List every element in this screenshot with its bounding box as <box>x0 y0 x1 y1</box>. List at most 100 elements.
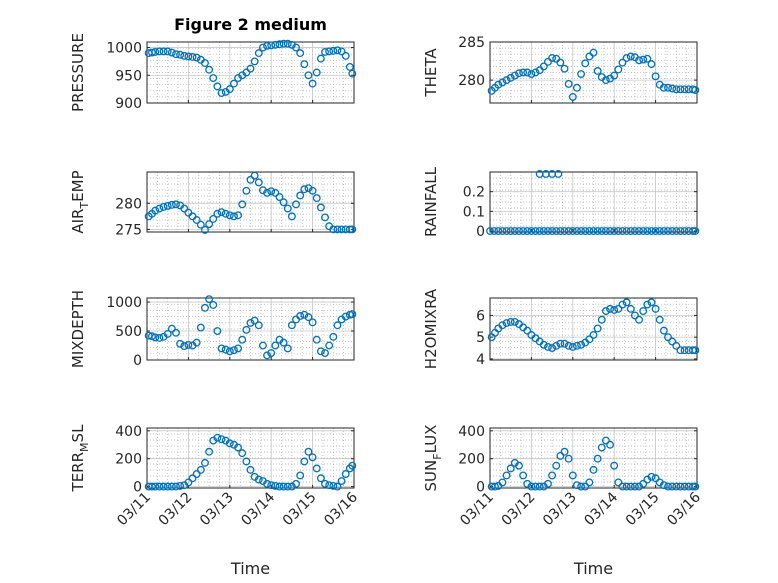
data-point <box>589 227 598 235</box>
data-point <box>258 43 267 52</box>
data-point <box>234 443 243 452</box>
data-point <box>564 79 573 88</box>
data-point <box>519 471 528 480</box>
data-point <box>552 227 561 235</box>
data-point <box>234 344 243 353</box>
data-point <box>348 225 357 234</box>
data-point <box>196 465 205 474</box>
data-point <box>229 212 238 221</box>
data-point <box>155 334 164 342</box>
data-point <box>213 209 222 218</box>
axes-box <box>489 41 698 104</box>
data-point <box>213 433 222 442</box>
axes-box <box>146 171 355 233</box>
data-point <box>238 335 247 344</box>
data-point <box>263 188 272 197</box>
data-point <box>577 482 586 491</box>
data-point <box>213 327 222 335</box>
x-axis-label-right: Time <box>573 559 613 578</box>
x-tick-label: 03/14 <box>581 489 621 529</box>
data-point <box>606 304 615 313</box>
series-markers <box>144 433 357 491</box>
data-point <box>486 227 494 235</box>
data-point <box>329 481 338 490</box>
axes-box <box>146 297 355 361</box>
data-point <box>148 482 156 491</box>
data-point <box>568 92 577 101</box>
data-point <box>622 482 631 491</box>
y-tick-label: 5 <box>476 330 485 346</box>
data-point <box>564 227 573 235</box>
x-axis-label-left: Time <box>230 559 270 578</box>
data-point <box>217 208 226 217</box>
data-point <box>321 479 329 488</box>
y-axis-label: AIRTEMP <box>69 170 91 233</box>
data-point <box>606 227 615 235</box>
data-point <box>676 482 685 491</box>
data-point <box>614 65 623 74</box>
data-point <box>680 482 689 491</box>
data-point <box>321 213 329 222</box>
data-point <box>325 341 334 350</box>
data-point <box>548 54 557 62</box>
data-point <box>688 227 697 235</box>
axes-box <box>146 427 355 489</box>
data-point <box>225 347 234 356</box>
data-point <box>523 326 532 335</box>
data-point <box>180 51 189 60</box>
data-point <box>531 68 540 77</box>
x-tick-label: 03/12 <box>499 489 539 529</box>
data-point <box>333 225 342 234</box>
data-point <box>519 227 528 235</box>
data-point <box>308 79 317 88</box>
data-point <box>341 470 350 478</box>
data-point <box>655 227 664 235</box>
data-point <box>593 454 602 463</box>
data-point <box>622 298 631 307</box>
data-point <box>585 227 594 235</box>
data-point <box>205 447 214 456</box>
data-point <box>176 50 185 59</box>
data-point <box>345 225 354 234</box>
data-point <box>552 461 561 470</box>
data-point <box>292 200 300 209</box>
data-point <box>267 481 276 490</box>
data-point <box>345 63 354 71</box>
data-point <box>263 479 272 488</box>
data-point <box>321 48 329 56</box>
data-point <box>308 186 317 195</box>
data-point <box>341 51 350 60</box>
data-point <box>560 447 569 456</box>
data-point <box>635 227 643 235</box>
data-point <box>531 482 540 491</box>
data-point <box>209 301 218 309</box>
data-point <box>304 313 313 322</box>
data-point <box>151 333 160 342</box>
data-point <box>548 227 557 235</box>
data-point <box>622 54 631 62</box>
data-point <box>184 52 193 61</box>
grid <box>489 171 698 233</box>
data-point <box>192 470 201 478</box>
data-point <box>341 312 350 321</box>
y-tick-label: 0 <box>476 224 485 240</box>
data-point <box>581 59 590 68</box>
data-point <box>254 49 263 58</box>
data-point <box>630 482 639 491</box>
data-point <box>316 203 325 212</box>
data-point <box>659 83 668 92</box>
data-point <box>329 225 338 234</box>
data-point <box>519 68 528 77</box>
data-point <box>329 46 338 55</box>
data-point <box>163 47 172 56</box>
data-point <box>312 68 321 77</box>
data-point <box>337 47 346 56</box>
data-point <box>312 194 321 203</box>
data-point <box>279 198 288 207</box>
data-point <box>163 329 172 338</box>
data-point <box>304 447 313 456</box>
y-tick-label: 0 <box>133 480 142 496</box>
data-point <box>188 53 197 61</box>
data-point <box>535 482 544 491</box>
data-point <box>217 435 226 444</box>
